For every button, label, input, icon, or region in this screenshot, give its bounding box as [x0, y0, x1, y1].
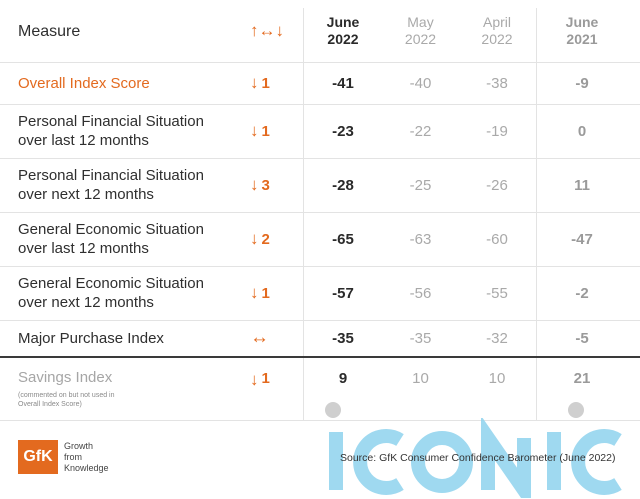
- tagline-line: from: [64, 452, 82, 462]
- value-april-2022: -19: [486, 122, 508, 140]
- column-divider: [536, 8, 537, 420]
- header-year: 2021: [566, 31, 598, 47]
- measure-line: over next 12 months: [18, 294, 154, 311]
- tagline-line: Growth: [64, 441, 94, 451]
- measure-label: General Economic Situation over last 12 …: [18, 212, 243, 266]
- change-number: 1: [261, 284, 270, 302]
- horizontal-arrow-icon: ↔: [250, 327, 269, 348]
- header-june-2022: June 2022: [303, 0, 383, 62]
- header-april-2022: April 2022: [458, 0, 536, 62]
- value-may-2022: -22: [409, 122, 432, 140]
- header-measure: Measure: [18, 22, 81, 40]
- change-number: 1: [261, 122, 270, 140]
- header-month: June: [565, 14, 599, 30]
- value-may-2022: 10: [412, 370, 429, 387]
- change-value: ↓ 2: [250, 212, 298, 266]
- table-row: Personal Financial Situation over last 1…: [0, 104, 640, 159]
- change-number: 2: [261, 230, 270, 248]
- value-june-2021: -47: [571, 230, 593, 248]
- change-number: 1: [261, 74, 270, 92]
- value-june-2022: -57: [332, 284, 354, 302]
- table-row: Personal Financial Situation over next 1…: [0, 158, 640, 213]
- header-may-2022: May 2022: [383, 0, 458, 62]
- change-number: 1: [261, 370, 270, 387]
- measure-line: General Economic Situation: [18, 221, 204, 238]
- measure-line: over next 12 months: [18, 186, 154, 203]
- value-june-2022: -23: [332, 122, 354, 140]
- value-june-2021: -2: [575, 284, 589, 302]
- down-arrow-icon: ↓: [250, 283, 259, 302]
- value-june-2021: 11: [574, 176, 590, 194]
- column-divider: [303, 8, 304, 420]
- header-month: April: [482, 14, 511, 30]
- grey-dot-marker: [325, 402, 341, 418]
- header-june-2021: June 2021: [536, 0, 628, 62]
- gfk-logo: GfK: [18, 440, 58, 474]
- value-april-2022: 10: [488, 370, 506, 387]
- value-april-2022: -55: [486, 284, 508, 302]
- change-value: ↓ 1: [250, 358, 298, 432]
- table-row: Savings Index (commented on but not used…: [0, 358, 640, 421]
- header-year: 2022: [327, 31, 359, 47]
- down-arrow-icon: ↓: [250, 175, 259, 194]
- value-april-2022: -60: [486, 230, 508, 248]
- value-june-2022: -65: [332, 230, 354, 248]
- change-value: ↓ 3: [250, 158, 298, 212]
- table-header: Measure ↑↔↓ June 2022 May 2022 April 202…: [0, 0, 640, 63]
- gfk-tagline: Growth from Knowledge: [64, 441, 109, 474]
- value-june-2021: -9: [575, 74, 589, 92]
- table-row: Major Purchase Index ↔ -35 -35 -32 -5: [0, 320, 640, 358]
- measure-label: Savings Index (commented on but not used…: [18, 358, 243, 430]
- down-arrow-icon: ↓: [250, 73, 259, 92]
- value-april-2022: -32: [486, 329, 508, 347]
- value-june-2021: 21: [573, 370, 591, 387]
- measure-label: Personal Financial Situation over last 1…: [18, 104, 243, 158]
- value-june-2021: 0: [577, 122, 587, 140]
- value-june-2022: -35: [332, 329, 354, 347]
- table-row: General Economic Situation over next 12 …: [0, 266, 640, 321]
- value-june-2021: -5: [575, 329, 589, 347]
- value-april-2022: -26: [486, 176, 508, 194]
- change-value: ↓ 1: [250, 62, 298, 104]
- measure-line: over last 12 months: [18, 240, 149, 257]
- change-direction-icon: ↑↔↓: [250, 21, 284, 40]
- value-may-2022: -35: [409, 329, 432, 347]
- header-year: 2022: [481, 31, 513, 47]
- measure-note: (commented on but not used in Overall In…: [18, 392, 115, 408]
- down-arrow-icon: ↓: [250, 121, 259, 140]
- table-row: General Economic Situation over last 12 …: [0, 212, 640, 267]
- change-value: ↓ 1: [250, 104, 298, 158]
- measure-label: Major Purchase Index: [18, 329, 164, 347]
- value-june-2022: -28: [332, 176, 354, 194]
- measure-label: General Economic Situation over next 12 …: [18, 266, 243, 320]
- value-may-2022: -56: [409, 284, 432, 302]
- iconic-watermark-logo: [329, 418, 622, 498]
- source-note: Source: GfK Consumer Confidence Baromete…: [340, 452, 616, 464]
- change-value: ↓ 1: [250, 266, 298, 320]
- table-row: Overall Index Score ↓ 1 -41 -40 -38 -9: [0, 62, 640, 105]
- down-arrow-icon: ↓: [250, 370, 259, 389]
- measure-line: Personal Financial Situation: [18, 113, 204, 130]
- value-june-2022: 9: [338, 370, 348, 387]
- measure-label: Personal Financial Situation over next 1…: [18, 158, 243, 212]
- measure-line: Savings Index: [18, 369, 113, 386]
- header-month: June: [326, 14, 360, 30]
- tagline-line: Knowledge: [64, 463, 109, 473]
- measure-line: General Economic Situation: [18, 275, 204, 292]
- value-june-2022: -41: [332, 74, 354, 92]
- header-year: 2022: [404, 31, 437, 47]
- value-may-2022: -25: [409, 176, 432, 194]
- value-may-2022: -40: [409, 74, 432, 92]
- down-arrow-icon: ↓: [250, 229, 259, 248]
- grey-dot-marker: [568, 402, 584, 418]
- change-value: ↔: [250, 320, 298, 356]
- measure-line: over last 12 months: [18, 132, 149, 149]
- header-month: May: [407, 14, 434, 30]
- value-april-2022: -38: [486, 74, 508, 92]
- measure-line: Personal Financial Situation: [18, 167, 204, 184]
- measure-label: Overall Index Score: [18, 74, 150, 92]
- change-number: 3: [261, 176, 270, 194]
- value-may-2022: -63: [409, 230, 432, 248]
